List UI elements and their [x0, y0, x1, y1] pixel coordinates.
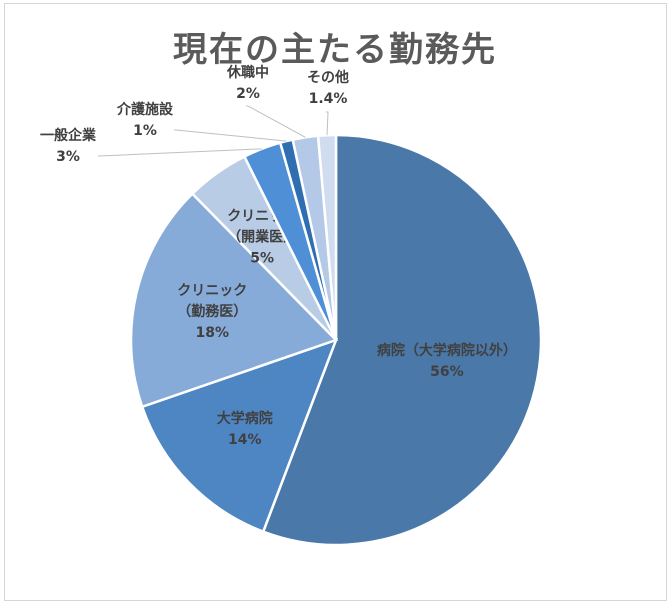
- slice-value-label: 5%: [250, 251, 274, 267]
- slice-name-label: クリニック: [177, 283, 247, 299]
- slice-name-label: 休職中: [226, 64, 269, 81]
- slice-name-label: （勤務医）: [177, 303, 247, 320]
- leader-line: [246, 105, 306, 138]
- slice-name-label: （開業医）: [227, 229, 297, 246]
- leader-line: [98, 148, 263, 157]
- slice-value-label: 1.4%: [309, 91, 348, 107]
- slice-value-label: 18%: [196, 325, 230, 341]
- slice-value-label: 56%: [430, 364, 464, 380]
- slice-name-label: 大学病院: [217, 410, 273, 427]
- pie-slice: [129, 191, 339, 409]
- slice-name-label: 一般企業: [40, 127, 97, 144]
- pie-slice: [140, 337, 339, 534]
- slice-name-label: 介護施設: [116, 101, 174, 118]
- chart-title: 現在の主たる勤務先: [173, 30, 497, 70]
- leader-line: [174, 129, 287, 142]
- slice-value-label: 14%: [228, 432, 262, 448]
- slice-name-label: その他: [307, 69, 349, 86]
- slice-name-label: 病院（大学病院以外）: [377, 342, 517, 359]
- slice-value-label: 2%: [236, 86, 260, 102]
- leader-line: [326, 111, 329, 136]
- pie-slice: [261, 133, 543, 547]
- slice-value-label: 1%: [133, 123, 157, 139]
- slice-value-label: 3%: [56, 149, 80, 165]
